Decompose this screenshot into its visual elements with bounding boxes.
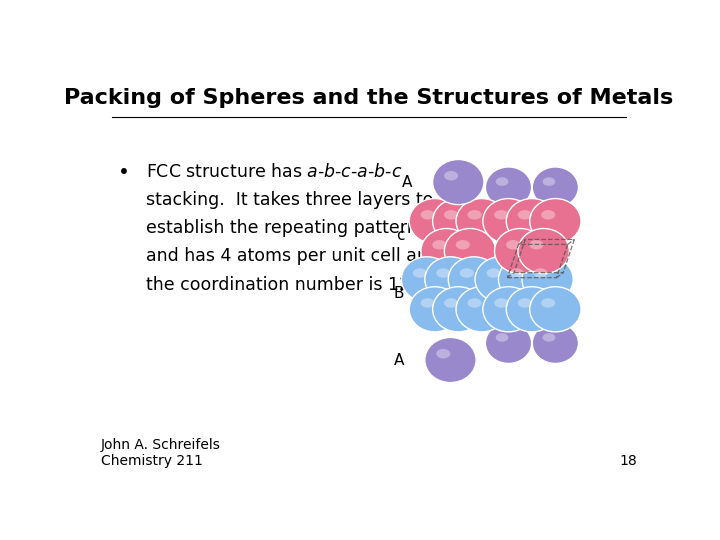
Text: B: B [394,286,404,301]
Text: •: • [118,163,130,181]
Text: the coordination number is 12.: the coordination number is 12. [145,275,415,294]
Text: Packing of Spheres and the Structures of Metals: Packing of Spheres and the Structures of… [64,87,674,107]
Ellipse shape [413,268,427,278]
Ellipse shape [436,268,450,278]
Ellipse shape [518,298,532,308]
Ellipse shape [518,228,570,274]
Ellipse shape [518,210,532,220]
Ellipse shape [498,257,550,302]
Ellipse shape [449,257,500,302]
Ellipse shape [494,298,508,308]
Ellipse shape [495,228,546,274]
Ellipse shape [487,268,500,278]
Ellipse shape [459,268,474,278]
Ellipse shape [506,287,557,332]
Ellipse shape [541,298,555,308]
Ellipse shape [506,240,520,249]
Ellipse shape [436,349,450,359]
Ellipse shape [444,171,458,180]
Ellipse shape [444,210,458,220]
Ellipse shape [495,177,508,186]
Ellipse shape [420,298,435,308]
Ellipse shape [485,167,531,207]
Text: 18: 18 [619,454,637,468]
Ellipse shape [409,287,461,332]
Ellipse shape [530,199,581,244]
Ellipse shape [494,210,508,220]
Ellipse shape [543,333,555,342]
Text: establish the repeating pattern: establish the repeating pattern [145,219,418,237]
Ellipse shape [433,159,484,205]
Text: stacking.  It takes three layers to: stacking. It takes three layers to [145,191,433,209]
Ellipse shape [532,167,578,207]
Ellipse shape [467,210,482,220]
Ellipse shape [467,298,482,308]
Ellipse shape [456,287,508,332]
Ellipse shape [541,210,555,220]
Ellipse shape [495,333,508,342]
Ellipse shape [444,228,495,274]
Ellipse shape [529,240,544,249]
Ellipse shape [433,199,484,244]
Text: c: c [396,228,404,243]
Ellipse shape [433,287,484,332]
Ellipse shape [409,199,461,244]
Ellipse shape [532,323,578,363]
Ellipse shape [522,257,573,302]
Text: and has 4 atoms per unit cell and: and has 4 atoms per unit cell and [145,247,438,265]
Ellipse shape [483,287,534,332]
Ellipse shape [444,298,458,308]
Ellipse shape [456,199,508,244]
Text: A: A [402,174,413,190]
Ellipse shape [530,287,581,332]
Ellipse shape [485,323,531,363]
Ellipse shape [483,199,534,244]
Ellipse shape [425,338,476,382]
Ellipse shape [421,228,472,274]
Ellipse shape [534,268,547,278]
Text: FCC structure has $\it{a}$-$\it{b}$-$\it{c}$-$\it{a}$-$\it{b}$-$\it{c}$: FCC structure has $\it{a}$-$\it{b}$-$\it… [145,163,402,180]
Ellipse shape [456,240,470,249]
Ellipse shape [425,257,476,302]
Ellipse shape [543,177,555,186]
Ellipse shape [401,257,453,302]
Ellipse shape [432,240,446,249]
Text: A: A [394,353,404,368]
Text: John A. Schreifels
Chemistry 211: John A. Schreifels Chemistry 211 [101,438,221,468]
Ellipse shape [475,257,526,302]
Ellipse shape [420,210,435,220]
Ellipse shape [510,268,524,278]
Ellipse shape [506,199,557,244]
